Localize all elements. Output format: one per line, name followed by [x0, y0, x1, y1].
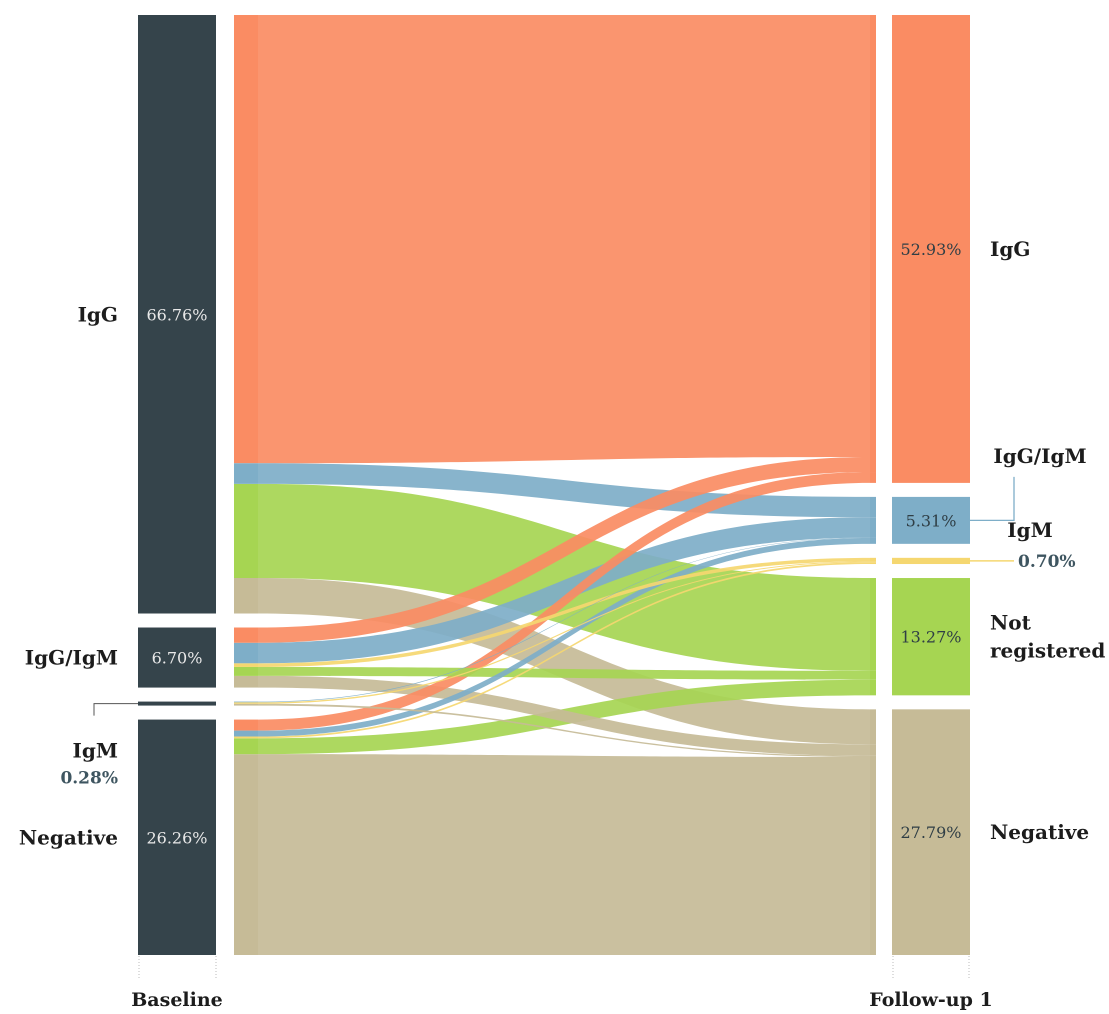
stage-label-baseline: Baseline — [131, 989, 223, 1011]
flow-igg-to-igg-end — [870, 15, 876, 457]
flow-igg-igm-to-negative-end — [870, 744, 876, 756]
followup-label-negative: Negative — [990, 820, 1089, 844]
flow-igg-to-negative-start — [234, 578, 258, 614]
flow-igg-igm-to-negative — [258, 675, 870, 756]
baseline-label-igm: IgM — [73, 739, 118, 763]
baseline-pct-negative: 26.26% — [146, 828, 207, 847]
flow-igm-to-igm-end — [870, 561, 876, 563]
flow-igg-to-not-registered-start — [234, 483, 258, 579]
flow-negative-to-igg-igm-end — [870, 538, 876, 544]
followup-pct-not-registered: 13.27% — [900, 628, 961, 647]
flow-igm-to-negative-start — [234, 703, 258, 706]
followup-node-not-registered — [892, 578, 970, 696]
baseline-label-igg-igm: IgG/IgM — [25, 646, 118, 670]
flow-links — [234, 15, 876, 955]
followup-node-negative — [892, 709, 970, 955]
baseline-label-igg: IgG — [78, 302, 118, 326]
baseline-node-igm — [138, 701, 216, 706]
stage-label-followup: Follow-up 1 — [869, 989, 992, 1011]
flow-negative-to-igg-start — [234, 719, 258, 731]
baseline-pct-igg: 66.76% — [146, 305, 207, 324]
flow-negative-to-negative-start — [234, 754, 258, 955]
flow-igm-to-igg-igm-start — [234, 701, 258, 703]
flow-negative-to-igg-igm-start — [234, 730, 258, 737]
followup-label-not-registered-line1: Not — [990, 611, 1032, 635]
flow-negative-to-igm — [258, 562, 870, 739]
flow-igg-to-igg — [258, 15, 870, 464]
flow-igg-igm-to-igm-end — [870, 557, 876, 562]
flow-igg-igm-to-not-registered-end — [870, 670, 876, 680]
flow-negative-to-igm-start — [234, 736, 258, 739]
followup-pct-igm: 0.70% — [1018, 552, 1076, 572]
flow-negative-to-igg-igm — [258, 538, 870, 737]
flow-igg-igm-to-negative-start — [234, 675, 258, 688]
flow-igg-igm-to-not-registered-start — [234, 666, 258, 676]
flow-igg-igm-to-igg-igm — [258, 517, 870, 664]
followup-node-igg — [892, 15, 970, 483]
flow-igg-igm-to-igg-igm-end — [870, 517, 876, 538]
flow-igg-igm-to-igg-igm-start — [234, 642, 258, 664]
flow-igg-igm-to-igg — [258, 457, 870, 643]
followup-pct-igg: 52.93% — [900, 240, 961, 259]
flow-igm-to-negative — [258, 703, 870, 757]
flow-igg-igm-to-igg-end — [870, 457, 876, 473]
followup-label-igg: IgG — [990, 237, 1030, 261]
followup-label-igm: IgM — [1007, 518, 1052, 542]
flow-igg-to-not-registered — [258, 483, 870, 671]
flow-negative-to-igg — [258, 472, 870, 731]
flow-igm-to-igm — [258, 561, 870, 704]
flow-negative-to-not-registered-start — [234, 738, 258, 755]
flow-negative-to-igm-end — [870, 562, 876, 565]
flow-igg-to-not-registered-end — [870, 578, 876, 671]
flow-igg-igm-to-not-registered — [258, 666, 870, 680]
followup-label-not-registered-line2: registered — [990, 639, 1105, 663]
flow-igg-igm-to-igm — [258, 557, 870, 667]
stage-axis: Baseline Follow-up 1 — [131, 956, 993, 1011]
baseline-leader-igm — [93, 703, 138, 716]
followup-node-igm — [892, 557, 970, 565]
flow-negative-to-negative — [258, 754, 870, 955]
nodes — [138, 15, 970, 955]
flow-igg-to-igg-igm-start — [234, 463, 258, 484]
baseline-node-igg-igm — [138, 627, 216, 688]
followup-pct-igg-igm: 5.31% — [906, 511, 957, 530]
flow-negative-to-negative-end — [870, 756, 876, 955]
followup-pct-negative: 27.79% — [900, 823, 961, 842]
followup-leader-igg-igm — [962, 476, 1015, 522]
flow-igg-igm-to-igg-start — [234, 627, 258, 643]
baseline-pct-igm: 0.28% — [60, 769, 118, 789]
flow-igg-to-igg-start — [234, 15, 258, 464]
flow-igg-to-igg-igm-end — [870, 496, 876, 518]
flow-negative-to-igg-end — [870, 472, 876, 483]
baseline-label-negative: Negative — [19, 825, 118, 849]
flow-igm-to-igm-start — [234, 702, 258, 704]
baseline-node-negative — [138, 719, 216, 955]
flow-negative-to-not-registered-end — [870, 679, 876, 696]
flow-igg-igm-to-igm-start — [234, 663, 258, 667]
followup-node-igg-igm — [892, 496, 970, 544]
flow-igm-to-igg-igm — [258, 537, 870, 703]
baseline-node-igg — [138, 15, 216, 614]
baseline-pct-igg-igm: 6.70% — [152, 649, 203, 668]
labels: IgG 66.76% IgG/IgM 6.70% IgM 0.28% Negative 26.… — [19, 237, 1105, 849]
flow-igg-to-negative-end — [870, 709, 876, 745]
flow-igm-to-negative-end — [870, 755, 876, 757]
followup-label-igg-igm: IgG/IgM — [993, 444, 1086, 468]
